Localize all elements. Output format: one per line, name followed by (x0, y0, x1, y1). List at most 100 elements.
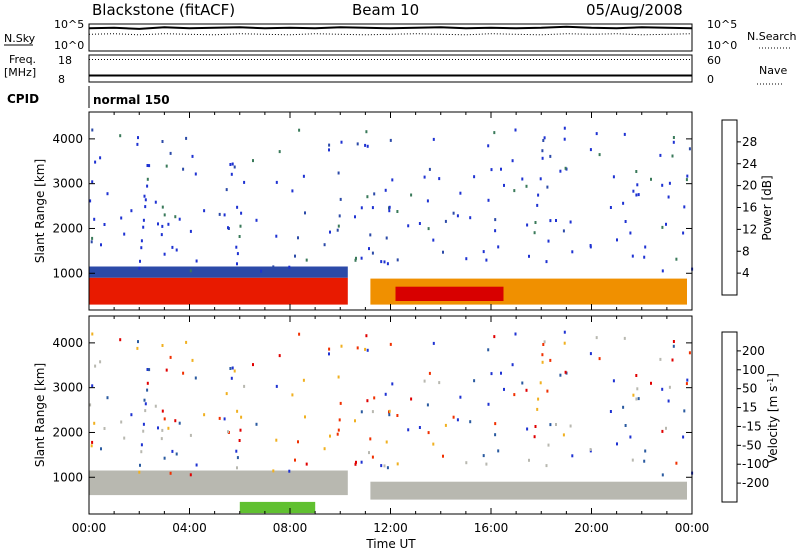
heatmap-echo (661, 225, 664, 229)
heatmap-echo (559, 169, 562, 173)
heatmap-echo (493, 131, 496, 135)
heatmap-echo (154, 404, 157, 408)
heatmap-echo (386, 262, 389, 266)
heatmap-echo (459, 395, 462, 399)
heatmap-echo (329, 434, 331, 438)
heatmap-echo (236, 262, 238, 266)
heatmap-echo (665, 426, 667, 430)
heatmap-echo (160, 233, 163, 237)
heatmap-echo (169, 355, 172, 359)
heatmap-echo (243, 384, 246, 388)
heatmap-echo (90, 444, 93, 448)
heatmap-echo (562, 229, 565, 233)
heatmap-echo (589, 352, 592, 356)
x-tick-label: 20:00 (574, 521, 609, 535)
heatmap-echo (688, 147, 691, 151)
heatmap-echo (389, 342, 392, 346)
heatmap-echo (456, 418, 459, 422)
heatmap-echo (493, 335, 496, 339)
heatmap-echo (195, 259, 198, 263)
beam-label: Beam 10 (352, 1, 419, 19)
heatmap-echo (93, 421, 96, 425)
heatmap-echo (278, 354, 281, 358)
heatmap-echo (444, 423, 447, 427)
heatmap-echo (161, 140, 164, 143)
heatmap-echo (203, 209, 206, 213)
heatmap-echo (595, 336, 598, 340)
heatmap-echo (167, 222, 170, 226)
heatmap-echo (665, 222, 667, 226)
heatmap-echo (238, 235, 241, 238)
heatmap-echo (189, 433, 192, 437)
heatmap-echo (543, 340, 546, 344)
heatmap-echo (189, 269, 192, 273)
heatmap-echo (140, 246, 143, 250)
heatmap-echo (366, 195, 369, 199)
nave-label: Nave (759, 64, 787, 77)
heatmap-echo (178, 421, 181, 425)
heatmap-echo (637, 397, 640, 401)
heatmap-echo (123, 232, 126, 236)
heatmap-echo (675, 257, 678, 261)
heatmap-echo (418, 222, 421, 225)
heatmap-echo (272, 469, 275, 473)
heatmap-echo (304, 211, 306, 215)
nsearch-label: N.Search (747, 30, 797, 43)
x-tick-label: 00:00 (675, 521, 710, 535)
heatmap-echo (564, 166, 567, 170)
x-axis-label: Time UT (365, 537, 416, 551)
heatmap-echo (598, 153, 601, 157)
heatmap-echo (682, 231, 685, 235)
heatmap-echo (91, 332, 94, 336)
colorbar-tick-label: -50 (742, 438, 762, 452)
heatmap-echo (146, 388, 149, 392)
heatmap-echo (175, 452, 178, 456)
heatmap-echo (140, 443, 143, 447)
heatmap-echo (685, 382, 688, 386)
heatmap-echo (541, 149, 544, 153)
freq-unit-label: [MHz] (4, 66, 36, 79)
y-tick-label: 2000 (52, 221, 83, 235)
heatmap-band (89, 277, 348, 305)
heatmap-echo (294, 254, 296, 258)
heatmap-echo (444, 219, 447, 223)
heatmap-echo (136, 142, 139, 146)
heatmap-echo (388, 413, 391, 417)
heatmap-echo (564, 370, 567, 374)
heatmap-echo (494, 229, 497, 233)
heatmap-echo (661, 473, 664, 477)
heatmap-echo (541, 156, 544, 160)
heatmap-echo (469, 420, 472, 424)
heatmap-echo (161, 344, 164, 347)
heatmap-echo (185, 136, 188, 140)
heatmap-echo (99, 360, 102, 364)
heatmap-echo (503, 183, 505, 187)
heatmap-echo (371, 206, 374, 210)
heatmap-echo (668, 181, 671, 185)
heatmap-band (395, 286, 504, 301)
heatmap-echo (169, 471, 172, 475)
heatmap-echo (427, 431, 430, 435)
power-x-ticks (88, 112, 693, 310)
colorbar-tick-label: 16 (742, 201, 757, 215)
heatmap-echo (428, 371, 431, 375)
heatmap-echo (624, 220, 627, 223)
heatmap-echo (239, 428, 242, 432)
heatmap-echo (549, 423, 552, 427)
heatmap-echo (482, 250, 485, 254)
y-tick-label: 1000 (52, 266, 83, 280)
heatmap-echo (389, 138, 392, 142)
heatmap-echo (146, 368, 149, 371)
colorbar-tick-label: -200 (742, 476, 769, 490)
heatmap-echo (288, 469, 291, 473)
nave-tick-top: 60 (707, 54, 721, 67)
heatmap-echo (354, 462, 357, 466)
velocity-colorbar-frame (721, 331, 738, 503)
heatmap-echo (355, 256, 357, 260)
heatmap-echo (643, 255, 646, 259)
x-tick-label: 16:00 (474, 521, 509, 535)
heatmap-echo (525, 184, 528, 188)
heatmap-echo (423, 175, 426, 179)
heatmap-echo (589, 244, 592, 247)
heatmap-echo (609, 206, 612, 209)
